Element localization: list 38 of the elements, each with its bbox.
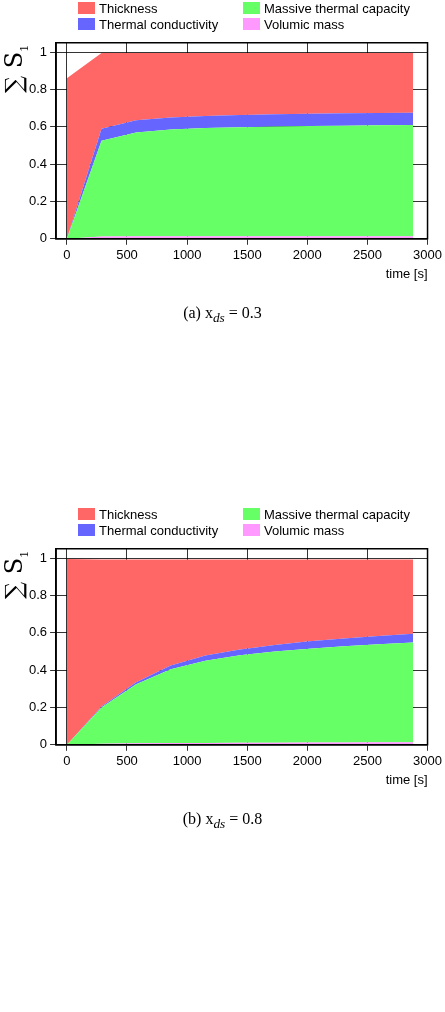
y-tick-label: 0 [39, 230, 48, 246]
y-tick-label: 0.6 [28, 118, 48, 134]
y-tick-label: 0.8 [28, 81, 48, 97]
x-tick-label: 1500 [232, 247, 262, 263]
y-tick-label: 0.6 [28, 624, 48, 640]
x-tick-label: 500 [116, 753, 138, 769]
x-tick-label: 500 [116, 247, 138, 263]
x-axis-title: time [s] [385, 265, 428, 281]
legend-label: Massive thermal capacity [264, 506, 410, 522]
legend-label: Thickness [99, 506, 158, 522]
x-axis-title: time [s] [385, 771, 428, 787]
x-tick-label: 2000 [292, 247, 322, 263]
x-tick-label: 2000 [292, 753, 322, 769]
legend-label: Thermal conductivity [99, 16, 219, 32]
y-tick-label: 0 [39, 736, 48, 752]
x-tick-label: 2500 [352, 247, 382, 263]
x-tick-label: 1000 [172, 753, 202, 769]
y-tick-label: 0.4 [28, 155, 48, 171]
y-tick-label: 0.2 [28, 193, 48, 209]
y-tick-label: 0.8 [28, 587, 48, 603]
y-tick-label: 0.2 [28, 699, 48, 715]
x-tick-label: 1000 [172, 247, 202, 263]
text: (b) x$_{ds}$ = 0.8 [181, 810, 264, 833]
x-tick-label: 3000 [413, 247, 442, 263]
legend-label: Thickness [99, 0, 158, 16]
y-tick-label: 1 [39, 43, 48, 59]
x-tick-label: 0 [63, 753, 71, 769]
y-tick-label: 0.4 [28, 661, 48, 677]
y-tick-label: 1 [39, 549, 48, 565]
x-tick-label: 2500 [352, 753, 382, 769]
legend-label: Volumic mass [264, 522, 345, 538]
x-tick-label: 0 [63, 247, 71, 263]
legend-label: Massive thermal capacity [264, 0, 410, 16]
legend-label: Volumic mass [264, 16, 345, 32]
text: (a) x$_{ds}$ = 0.3 [182, 304, 263, 327]
x-tick-label: 3000 [413, 753, 442, 769]
legend-label: Thermal conductivity [99, 522, 219, 538]
x-tick-label: 1500 [232, 753, 262, 769]
